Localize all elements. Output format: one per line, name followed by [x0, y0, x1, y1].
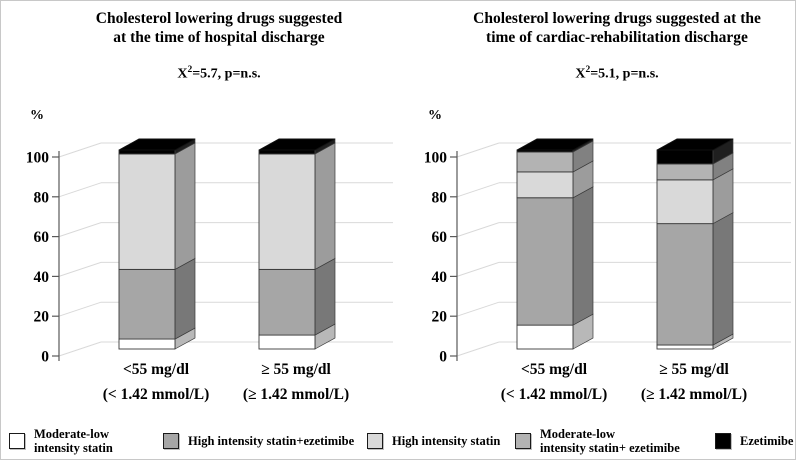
y-tick-label: 100: [424, 150, 448, 167]
stat-rest: =5.1, p=n.s.: [590, 66, 659, 82]
y-tick-label: 60: [432, 229, 448, 246]
bar-segment: [656, 149, 714, 165]
bar-segment: [258, 334, 316, 350]
chart-title-hospital: Cholesterol lowering drugs suggested at …: [1, 1, 399, 48]
legend-item-moderate-low-statin-ezetimibe: Moderate-low intensity statin+ ezetimibe: [515, 421, 680, 459]
stat-superscript: 2: [187, 64, 193, 75]
gridline-diagonal: [456, 142, 500, 158]
bar-segment-side: [174, 257, 196, 340]
legend-item-high-statin: High intensity statin: [367, 421, 501, 459]
y-tick-label: 80: [34, 189, 50, 206]
y-tick-label: 40: [34, 269, 50, 286]
y-tick-label: 60: [34, 229, 50, 246]
y-axis-unit-label: %: [30, 108, 44, 123]
gridline-diagonal: [58, 301, 102, 317]
chart-panel-rehab-discharge: Cholesterol lowering drugs suggested at …: [399, 1, 795, 421]
x-axis-sublabel: (≥ 1.42 mmol/L): [641, 386, 747, 403]
y-tick-label: 20: [34, 309, 50, 326]
legend-label: High intensity statin+ezetimibe: [188, 433, 355, 448]
bar-segment: [516, 171, 574, 199]
y-tick-label: 100: [26, 150, 50, 167]
bar-top-face: [516, 138, 594, 151]
bar-segment-side: [174, 142, 196, 270]
title-line-2: time of cardiac-rehabilitation discharge: [486, 28, 748, 46]
bar-segment: [656, 163, 714, 181]
title-line-1: Cholesterol lowering drugs suggested at …: [473, 10, 761, 27]
stat-superscript: 2: [585, 64, 591, 75]
gridline-diagonal: [456, 182, 500, 198]
legend-label: Moderate-low intensity statin: [34, 426, 113, 455]
y-tick-label: 0: [41, 349, 49, 366]
gridline-diagonal: [456, 222, 500, 238]
gridline-diagonal: [58, 222, 102, 238]
gridline-diagonal: [58, 261, 102, 277]
bar-segment-side: [314, 142, 336, 270]
bar-top-face: [118, 138, 196, 151]
x-axis-sublabel: (≥ 1.42 mmol/L): [243, 386, 349, 403]
bar-segment: [656, 179, 714, 225]
stat-base: X: [575, 66, 586, 82]
legend-label: Moderate-low intensity statin+ ezetimibe: [540, 426, 680, 455]
legend-item-high-statin-ezetimibe: High intensity statin+ezetimibe: [163, 421, 355, 459]
legend-item-moderate-low-statin: Moderate-low intensity statin: [9, 421, 113, 459]
gridline-diagonal: [58, 182, 102, 198]
bar-segment: [516, 151, 574, 173]
legend-swatch-mid-gray: [515, 433, 531, 449]
y-axis-unit-label: %: [428, 108, 442, 123]
stacked-bar-chart-hospital: 0 20 40 60 80 100% <55 mg/dl (< 1.42 mmol/L) ≥ 5…: [26, 108, 393, 403]
y-tick-label: 80: [432, 189, 448, 206]
legend-swatch-black: [715, 433, 731, 449]
x-axis-sublabel: (< 1.42 mmol/L): [501, 386, 608, 403]
bar-segment: [118, 268, 176, 340]
y-tick-label: 20: [432, 309, 448, 326]
gridline-diagonal: [456, 261, 500, 277]
stacked-bar-chart-rehab: 0 20 40 60 80 100% <55 mg/dl (< 1.42 mmol/L) ≥ 5…: [424, 108, 791, 403]
legend-label: High intensity statin: [392, 433, 501, 448]
bar-segment: [258, 149, 316, 155]
bar-segment-side: [572, 186, 594, 326]
bar-segment: [118, 338, 176, 350]
legend-swatch-white: [9, 433, 25, 449]
bar-segment: [258, 153, 316, 270]
x-axis-label: <55 mg/dl: [521, 361, 588, 378]
chi-square-stat-rehab: X2=5.1, p=n.s.: [399, 64, 795, 83]
bar-segment: [656, 223, 714, 346]
gridline-diagonal: [58, 142, 102, 158]
legend-item-ezetimibe: Ezetimibe: [715, 421, 794, 459]
title-line-1: Cholesterol lowering drugs suggested: [95, 10, 343, 27]
bar-segment: [118, 153, 176, 270]
bar-segment: [516, 197, 574, 326]
chi-square-stat-hospital: X2=5.7, p=n.s.: [1, 65, 399, 83]
stat-base: X: [177, 66, 188, 82]
gridline-diagonal: [456, 341, 500, 357]
bar-segment-side: [314, 257, 336, 336]
bar-segment: [516, 324, 574, 350]
bar-top-face: [258, 138, 336, 151]
legend-swatch-gray: [163, 433, 179, 449]
gridline-diagonal: [58, 341, 102, 357]
x-axis-label: ≥ 55 mg/dl: [261, 361, 331, 378]
chart-legend: Moderate-low intensity statin High inten…: [1, 421, 795, 459]
legend-swatch-light-gray: [367, 433, 383, 449]
x-axis-sublabel: (< 1.42 mmol/L): [103, 386, 210, 403]
bar-top-face: [656, 138, 734, 151]
stat-rest: =5.7, p=n.s.: [192, 66, 261, 82]
chart-title-rehab: Cholesterol lowering drugs suggested at …: [399, 1, 795, 48]
legend-label: Ezetimibe: [740, 433, 794, 448]
x-axis-label: <55 mg/dl: [123, 361, 190, 378]
bar-segment: [656, 344, 714, 350]
gridline-diagonal: [456, 301, 500, 317]
y-tick-label: 40: [432, 269, 448, 286]
title-line-2: at the time of hospital discharge: [113, 28, 325, 46]
y-tick-label: 0: [439, 349, 447, 366]
bar-segment: [258, 268, 316, 336]
chart-panel-hospital-discharge: Cholesterol lowering drugs suggested at …: [1, 1, 399, 421]
bar-segment: [118, 149, 176, 155]
bar-segment-side: [712, 212, 734, 346]
x-axis-label: ≥ 55 mg/dl: [659, 361, 729, 378]
